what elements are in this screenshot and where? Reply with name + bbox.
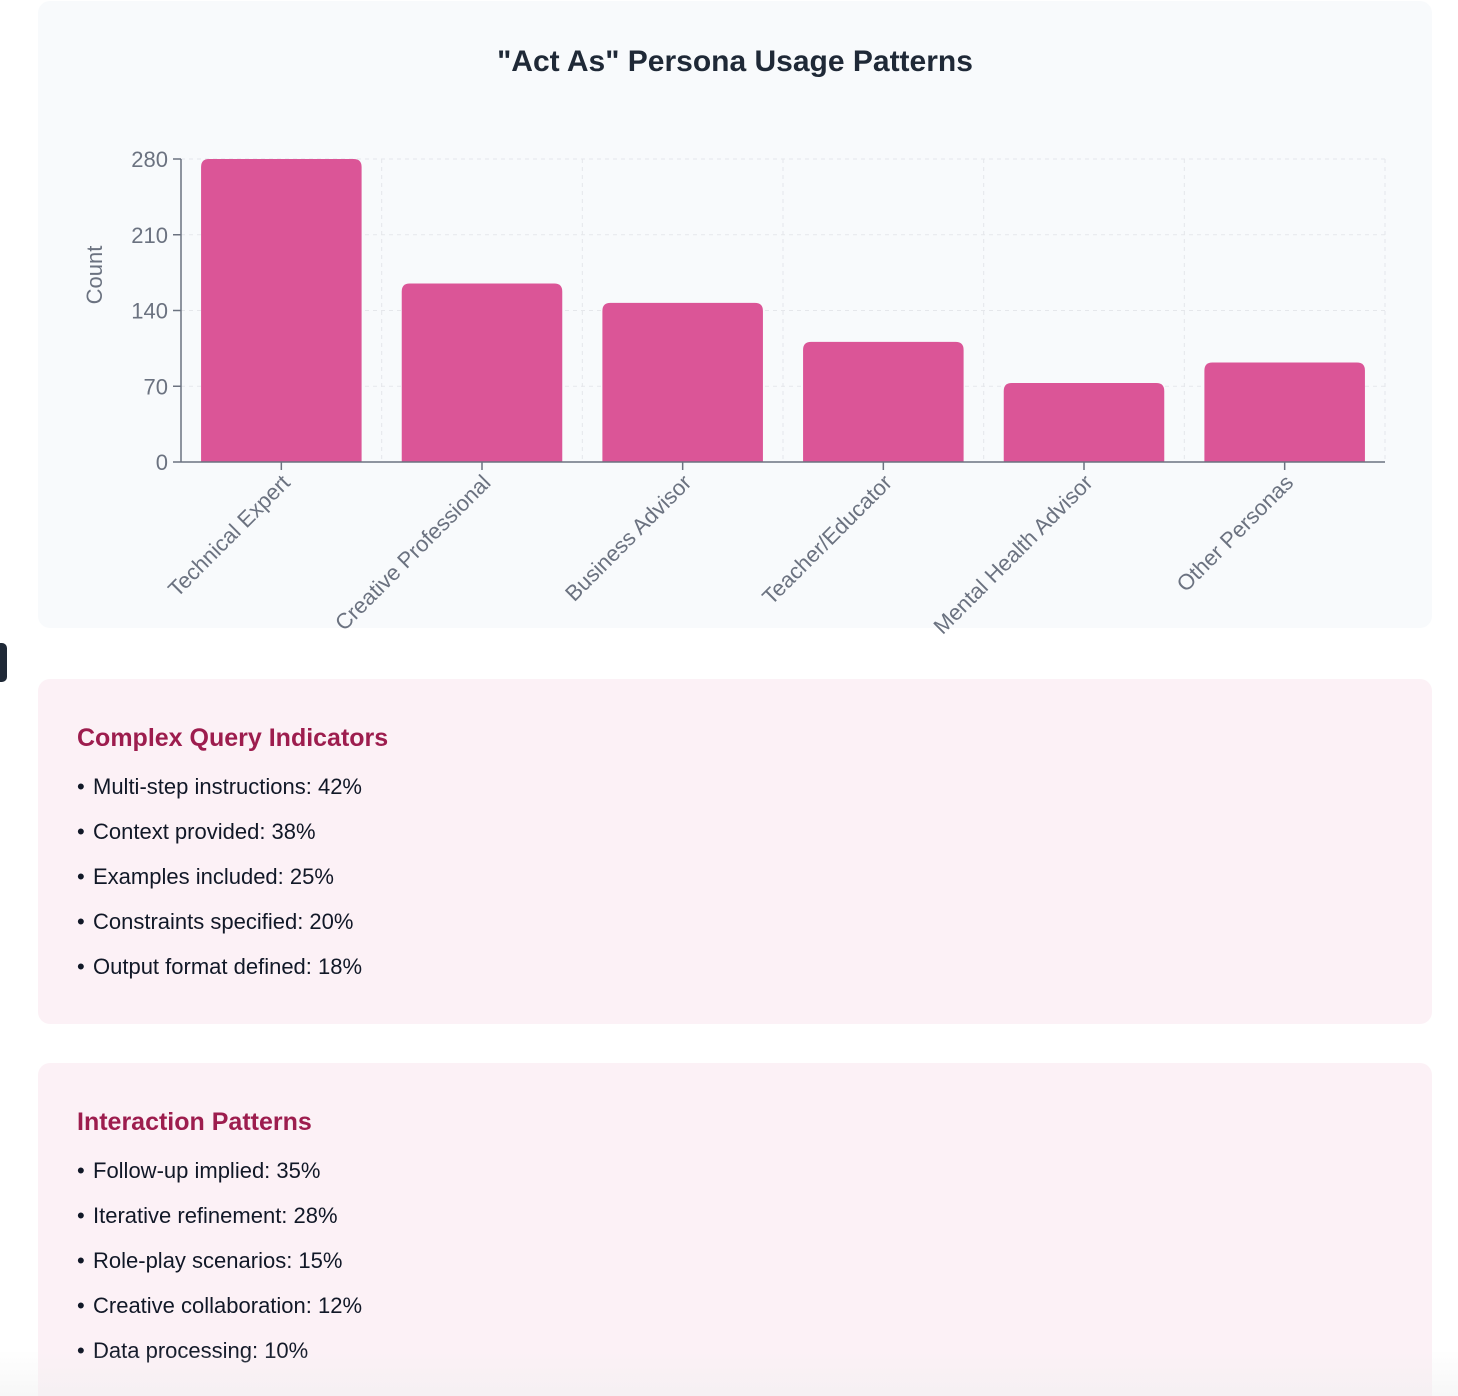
indicator-list: • Multi-step instructions: 42% • Context p… <box>77 773 1393 980</box>
bar-chart: 0 70 140 210 280 Technical Expert Creative Pro… <box>82 147 1386 639</box>
bar-mental-health-advisor <box>1003 383 1165 462</box>
list-item: • Context provided: 38% <box>77 819 316 844</box>
interaction-patterns-card: Interaction Patterns • Follow-up implied:… <box>38 1063 1432 1396</box>
x-tick-label: Technical Expert <box>163 470 295 602</box>
y-axis-label: Count <box>82 246 107 305</box>
bar-creative-professional <box>401 283 563 462</box>
x-tick-label: Mental Health Advisor <box>929 470 1098 639</box>
bar-teacher-educator <box>803 341 964 462</box>
bullet-icon: • <box>77 1158 85 1183</box>
list-item: • Role-play scenarios: 15% <box>77 1248 343 1273</box>
list-item: • Iterative refinement: 28% <box>77 1203 338 1228</box>
axes <box>173 158 1385 470</box>
list-item: • Output format defined: 18% <box>77 954 363 979</box>
bullet-icon: • <box>77 1293 85 1318</box>
bullet-icon: • <box>77 774 85 799</box>
list-item: • Multi-step instructions: 42% <box>77 774 362 799</box>
list-item: • Creative collaboration: 12% <box>77 1293 363 1318</box>
y-tick-label: 280 <box>131 147 168 172</box>
bullet-icon: • <box>77 864 85 889</box>
pattern-list: • Follow-up implied: 35% • Iterative refin… <box>77 1157 1393 1364</box>
card-heading: Interaction Patterns <box>77 1108 312 1136</box>
chart-title: "Act As" Persona Usage Patterns <box>497 45 973 78</box>
bar-technical-expert <box>201 159 362 462</box>
bars <box>201 159 1365 462</box>
chart-card: "Act As" Persona Usage Patterns 0 70 140 21… <box>38 1 1432 639</box>
bar-business-advisor <box>602 302 763 462</box>
y-tick-label: 140 <box>131 299 168 324</box>
bullet-icon: • <box>77 909 85 934</box>
bullet-icon: • <box>77 1338 85 1363</box>
bar-other-personas <box>1204 362 1365 462</box>
bullet-icon: • <box>77 954 85 979</box>
list-item: • Examples included: 25% <box>77 864 334 889</box>
grid-lines <box>181 158 1386 462</box>
card-heading: Complex Query Indicators <box>77 724 389 752</box>
y-tick-label: 0 <box>156 450 168 475</box>
list-item: • Follow-up implied: 35% <box>77 1158 321 1183</box>
y-tick-label: 210 <box>131 223 168 248</box>
bullet-icon: • <box>77 1248 85 1273</box>
y-tick-label: 70 <box>144 374 168 399</box>
complex-query-indicators-card: Complex Query Indicators • Multi-step ins… <box>38 679 1432 1024</box>
x-tick-label: Other Personas <box>1172 470 1299 597</box>
list-item: • Constraints specified: 20% <box>77 909 354 934</box>
bullet-icon: • <box>77 1203 85 1228</box>
bullet-icon: • <box>77 819 85 844</box>
x-tick-label: Creative Professional <box>330 470 496 636</box>
x-tick-label: Business Advisor <box>560 470 696 606</box>
x-tick-label: Teacher/Educator <box>757 470 897 610</box>
side-tab-handle[interactable] <box>0 643 7 682</box>
list-item: • Data processing: 10% <box>77 1338 309 1363</box>
